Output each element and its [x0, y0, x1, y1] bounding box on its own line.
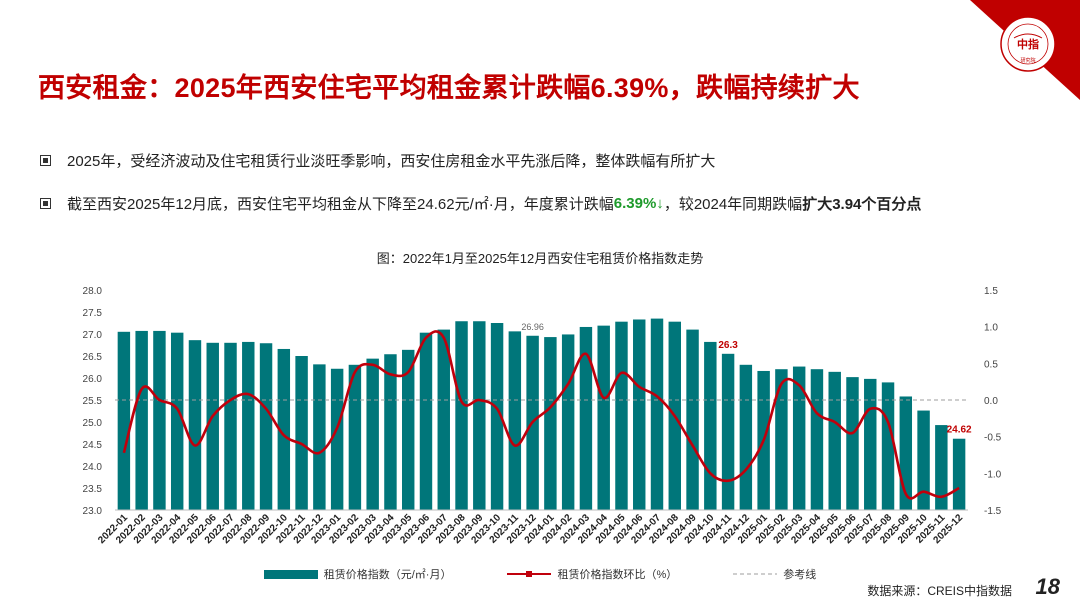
bar [259, 343, 273, 510]
bar [401, 349, 415, 510]
chart-legend: 租赁价格指数（元/㎡·月） 租赁价格指数环比（%） 参考线 [0, 566, 1080, 582]
legend-item-line: 租赁价格指数环比（%） [507, 566, 677, 582]
bar [206, 342, 219, 510]
bar [952, 438, 966, 510]
legend-line-swatch [507, 571, 552, 577]
page-number: 18 [1035, 574, 1060, 599]
bar [419, 332, 433, 510]
bullet-highlight-bold: 扩大3.94个百分点 [802, 196, 922, 213]
bullet-highlight-green: 6.39%↓ [613, 195, 664, 212]
mom-series-line [122, 330, 960, 500]
bar [224, 342, 237, 510]
bar [455, 321, 468, 510]
bar [633, 319, 646, 510]
bar [313, 364, 326, 510]
bar [721, 353, 735, 510]
y-right-tick-label: -1.5 [984, 506, 1002, 517]
bar [650, 318, 664, 510]
legend-item-bar: 租赁价格指数（元/㎡·月） [263, 566, 452, 582]
bar [846, 377, 859, 510]
bar [792, 366, 806, 510]
data-label: 24.62 [947, 425, 972, 436]
bar [561, 334, 575, 510]
legend-ref-swatch [733, 573, 778, 575]
bar [117, 331, 131, 510]
y-right-tick-label: 1.5 [984, 286, 998, 297]
chart-title: 图：2022年1月至2025年12月西安住宅租赁价格指数走势 [376, 251, 704, 266]
bar [295, 356, 308, 510]
bar [508, 331, 522, 510]
square-bullet-icon [40, 155, 51, 166]
legend-ref-label: 参考线 [783, 569, 817, 581]
page-title: 西安租金：2025年西安住宅平均租金累计跌幅6.39%，跌幅持续扩大 [38, 73, 860, 103]
bar [615, 321, 628, 510]
y-right-tick-label: -0.5 [984, 433, 1002, 444]
bar [935, 425, 948, 510]
bullet-list: 2025年，受经济波动及住宅租赁行业淡旺季影响，西安住房租金水平先涨后降，整体跌… [40, 150, 921, 236]
bullet-item: 2025年，受经济波动及住宅租赁行业淡旺季影响，西安住房租金水平先涨后降，整体跌… [40, 150, 921, 171]
data-source: 数据来源：CREIS中指数据 [867, 584, 1012, 598]
y-left-tick-label: 23.0 [83, 506, 103, 517]
data-label: 26.3 [718, 340, 738, 351]
bar [384, 354, 397, 510]
bar [864, 378, 877, 510]
legend-bar-label: 租赁价格指数（元/㎡·月） [323, 569, 452, 581]
bullet-text-mid: ，较2024年同期跌幅 [663, 196, 803, 213]
bar [348, 364, 362, 510]
bar [739, 364, 753, 510]
bar [242, 341, 255, 510]
logo-bottom-text: 研究院 [1020, 57, 1035, 64]
y-left-tick-label: 24.5 [83, 440, 103, 451]
data-label: 26.96 [521, 322, 544, 332]
y-left-tick-label: 24.0 [83, 462, 103, 473]
bar [366, 358, 379, 510]
bar [135, 330, 148, 510]
y-right-tick-label: -1.0 [984, 469, 1002, 480]
corner-logo: 中指 研究院 [970, 0, 1080, 100]
bar [686, 329, 699, 510]
y-left-tick-label: 26.5 [83, 352, 103, 363]
y-left-tick-label: 28.0 [83, 286, 103, 297]
bar [775, 369, 788, 510]
bar [597, 325, 610, 510]
y-left-tick-label: 25.5 [83, 396, 103, 407]
bar [881, 382, 895, 510]
y-right-tick-label: 1.0 [984, 323, 998, 334]
bar [473, 321, 486, 510]
square-bullet-icon [40, 198, 51, 209]
legend-line-label: 租赁价格指数环比（%） [557, 569, 678, 581]
bar [277, 348, 291, 510]
legend-item-ref: 参考线 [733, 566, 816, 582]
bar [810, 369, 824, 510]
bullet-text-pre: 截至西安2025年12月底，西安住宅平均租金从下降至24.62元/㎡·月，年度累… [67, 196, 614, 213]
bar [917, 410, 930, 510]
bar [704, 341, 717, 510]
y-right-tick-label: 0.0 [984, 396, 998, 407]
bar [437, 329, 450, 510]
y-left-tick-label: 26.0 [83, 374, 103, 385]
y-left-tick-label: 27.5 [83, 308, 103, 319]
bar [544, 337, 557, 510]
bar [153, 330, 166, 510]
y-left-tick-label: 23.5 [83, 484, 103, 495]
bullet-item: 截至西安2025年12月底，西安住宅平均租金从下降至24.62元/㎡·月，年度累… [40, 193, 921, 214]
bar [828, 371, 841, 510]
bullet-text: 2025年，受经济波动及住宅租赁行业淡旺季影响，西安住房租金水平先涨后降，整体跌… [67, 153, 716, 170]
bar [579, 326, 593, 510]
logo-center-text: 中指 [1017, 37, 1039, 51]
bar [170, 332, 184, 510]
legend-bar-swatch [263, 569, 318, 579]
bar [330, 368, 344, 510]
y-right-tick-label: 0.5 [984, 359, 998, 370]
bar [490, 323, 504, 510]
logo-seal [1000, 16, 1056, 72]
y-left-tick-label: 27.0 [83, 330, 103, 341]
bar [188, 340, 202, 510]
y-left-tick-label: 25.0 [83, 418, 103, 429]
